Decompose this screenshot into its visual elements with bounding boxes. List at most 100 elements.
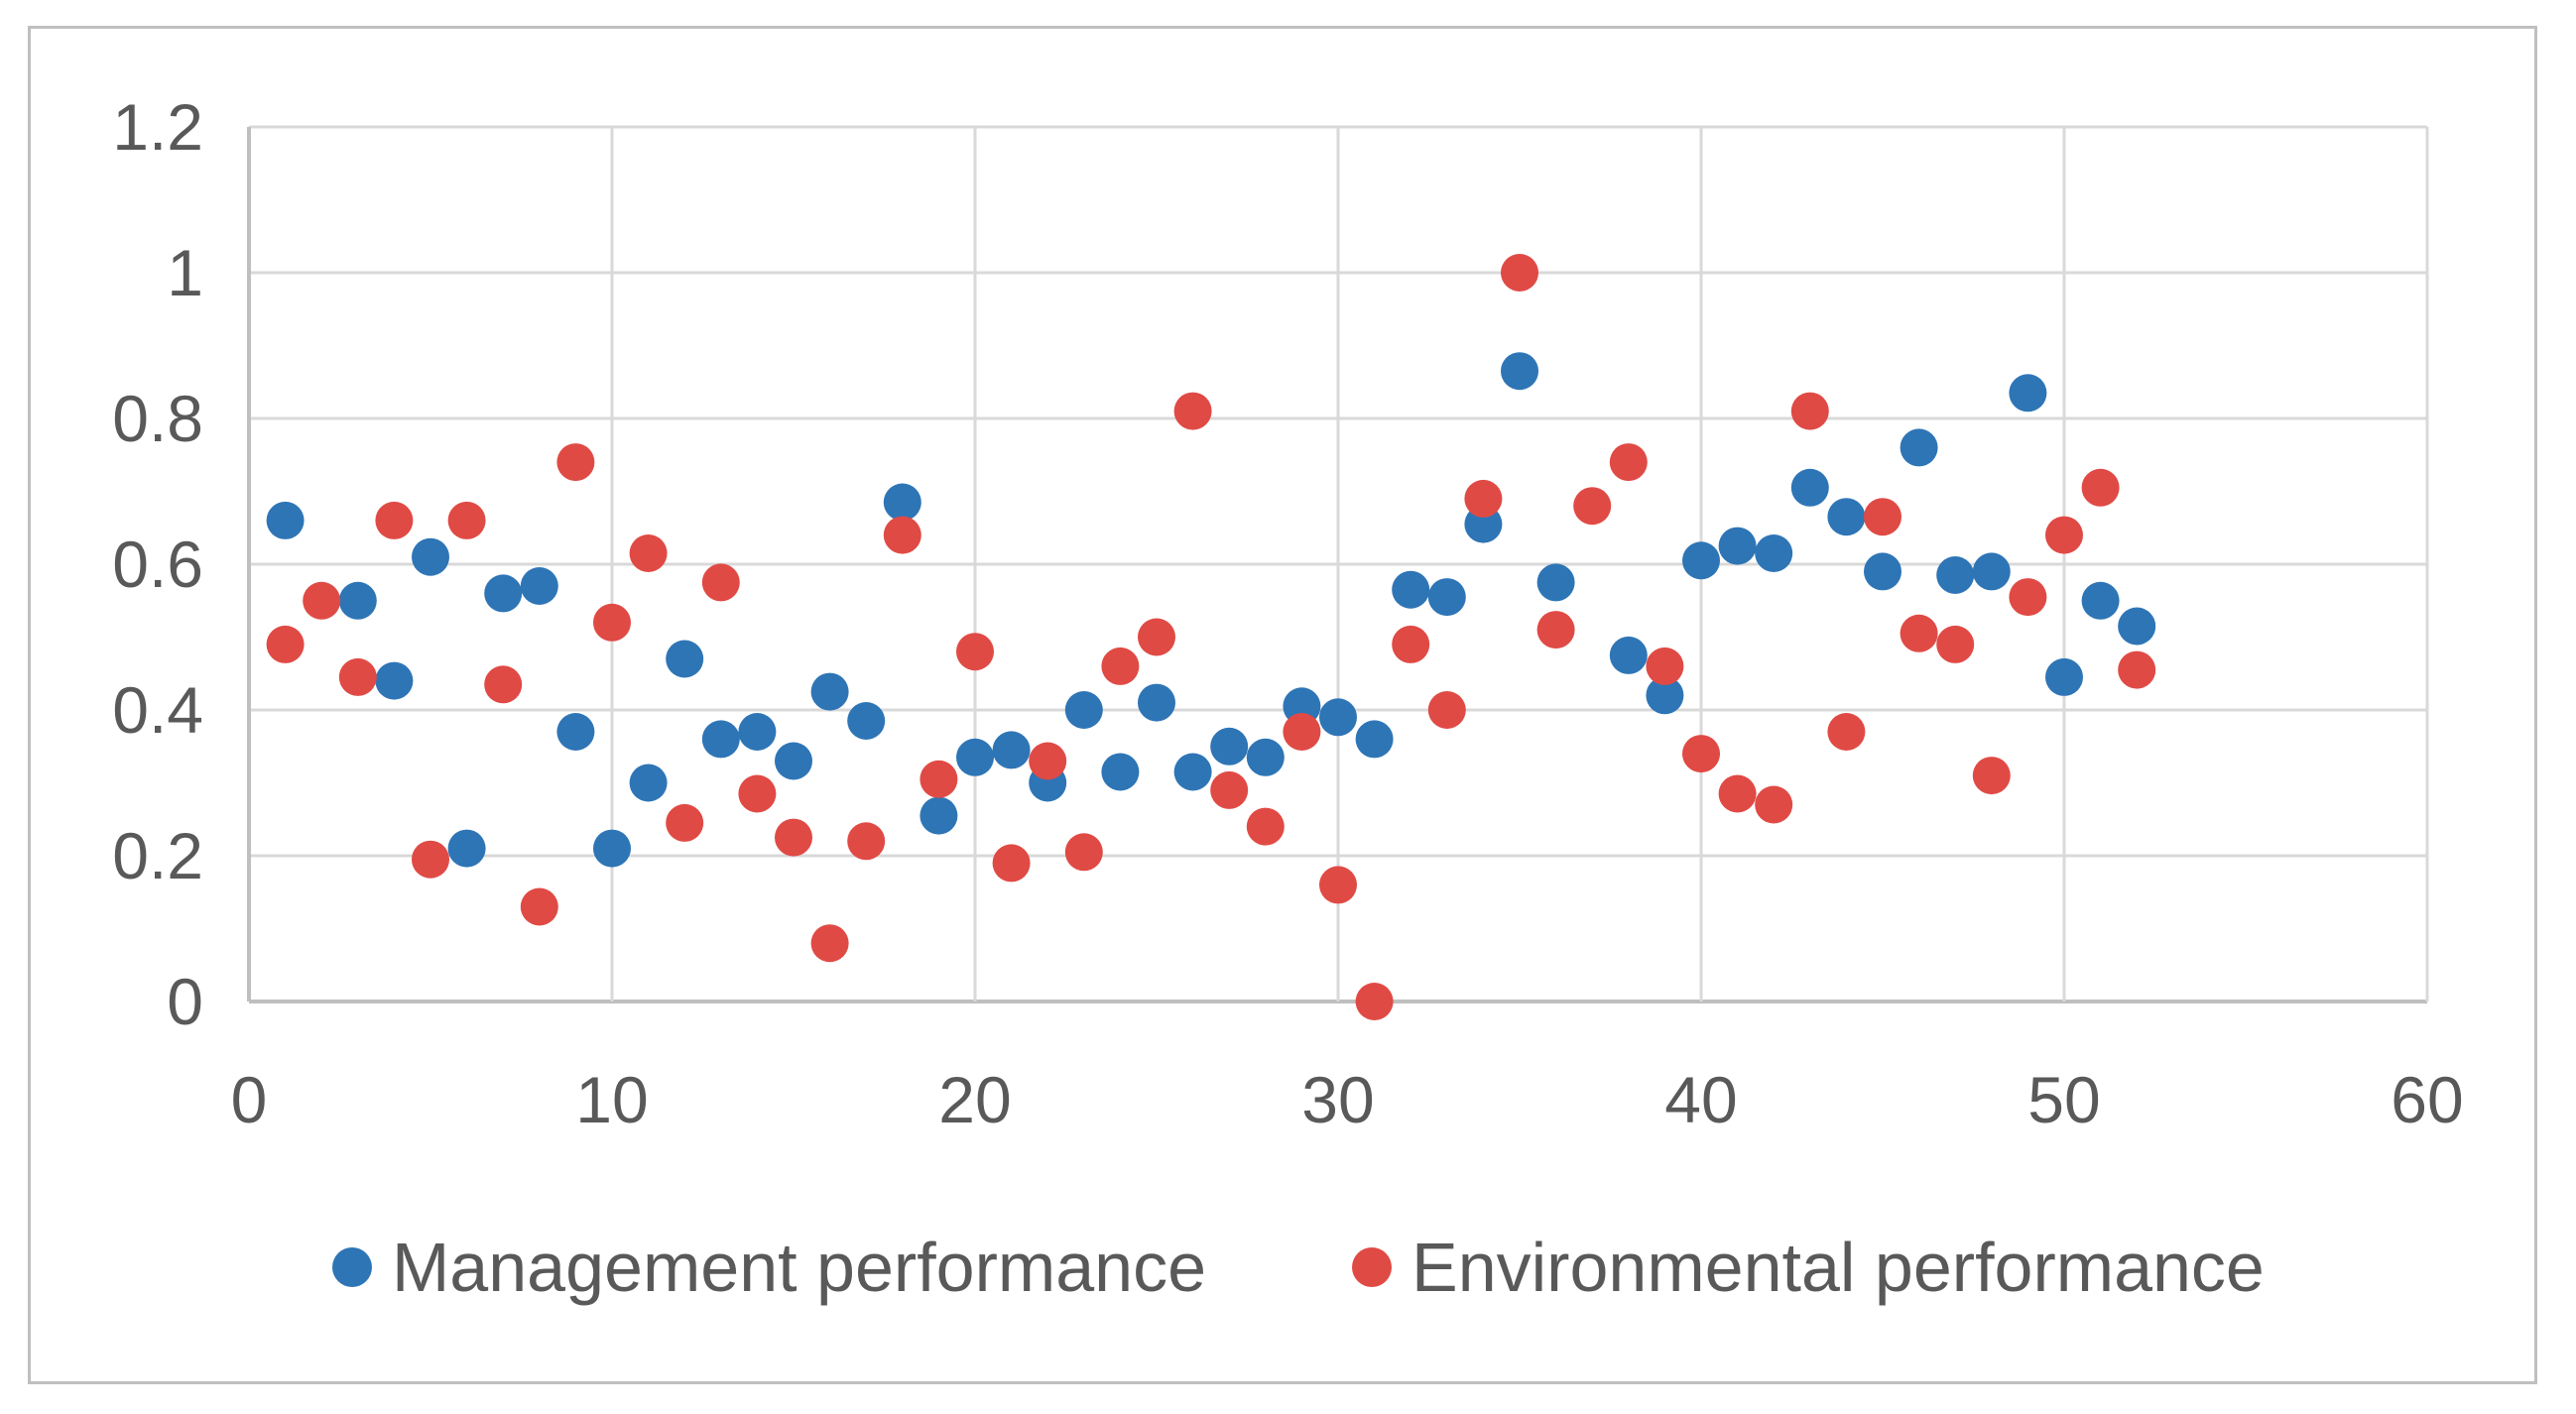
scatter-point-environmental[interactable] [1755,785,1793,824]
scatter-point-management[interactable] [1827,498,1866,536]
scatter-point-environmental[interactable] [883,516,921,554]
scatter-point-environmental[interactable] [1536,611,1575,649]
scatter-point-management[interactable] [847,702,886,740]
scatter-point-management[interactable] [2045,657,2083,696]
scatter-point-management[interactable] [266,501,305,539]
scatter-point-management[interactable] [1972,552,2011,591]
scatter-point-environmental[interactable] [1972,757,2011,795]
scatter-point-environmental[interactable] [1501,254,1538,292]
scatter-point-management[interactable] [1427,578,1466,617]
scatter-point-environmental[interactable] [520,887,558,926]
scatter-point-environmental[interactable] [1355,983,1394,1020]
scatter-point-management[interactable] [1355,720,1394,759]
scatter-point-management[interactable] [1864,552,1901,591]
scatter-point-environmental[interactable] [1283,713,1321,751]
scatter-point-environmental[interactable] [956,633,994,671]
scatter-point-environmental[interactable] [303,581,341,620]
scatter-point-management[interactable] [1682,541,1720,580]
scatter-point-environmental[interactable] [1138,618,1175,656]
scatter-point-environmental[interactable] [1246,807,1285,846]
scatter-point-environmental[interactable] [810,924,849,963]
scatter-point-management[interactable] [1718,527,1757,565]
scatter-point-management[interactable] [701,720,740,759]
scatter-point-environmental[interactable] [920,760,958,798]
scatter-point-management[interactable] [1790,468,1829,507]
scatter-point-environmental[interactable] [1609,443,1648,482]
scatter-point-management[interactable] [1536,563,1575,602]
scatter-point-management[interactable] [1319,698,1357,737]
scatter-point-environmental[interactable] [412,840,449,879]
scatter-point-management[interactable] [629,764,668,802]
scatter-point-environmental[interactable] [266,625,305,663]
scatter-point-environmental[interactable] [1392,625,1430,663]
scatter-point-environmental[interactable] [1464,479,1503,518]
scatter-point-management[interactable] [375,661,414,700]
scatter-point-environmental[interactable] [1427,691,1466,729]
scatter-point-management[interactable] [2081,581,2120,620]
scatter-point-environmental[interactable] [1682,735,1720,773]
scatter-point-environmental[interactable] [1864,498,1901,536]
scatter-point-management[interactable] [920,796,958,835]
scatter-point-management[interactable] [1392,570,1430,609]
scatter-point-management[interactable] [447,829,486,868]
scatter-point-environmental[interactable] [1900,614,1938,652]
scatter-point-environmental[interactable] [1936,625,1975,663]
scatter-point-management[interactable] [1173,753,1212,791]
scatter-point-environmental[interactable] [1101,647,1140,685]
scatter-point-management[interactable] [2118,607,2156,646]
scatter-point-management[interactable] [992,731,1031,769]
scatter-point-environmental[interactable] [1064,833,1103,872]
scatter-point-environmental[interactable] [2118,650,2156,689]
scatter-point-management[interactable] [883,483,921,522]
scatter-point-management[interactable] [1101,753,1140,791]
scatter-point-management[interactable] [1900,428,1938,467]
scatter-point-management[interactable] [1609,636,1648,674]
scatter-point-environmental[interactable] [2045,516,2083,554]
scatter-point-management[interactable] [775,742,812,780]
scatter-point-management[interactable] [1501,352,1538,391]
scatter-point-management[interactable] [738,713,777,751]
scatter-point-environmental[interactable] [1319,866,1357,904]
scatter-point-management[interactable] [1755,534,1793,572]
legend-item-environmental[interactable]: Environmental performance [1352,1226,2265,1309]
scatter-point-management[interactable] [956,738,994,776]
scatter-point-environmental[interactable] [701,563,740,602]
scatter-point-management[interactable] [1646,676,1684,715]
scatter-point-management[interactable] [1210,727,1249,766]
scatter-point-environmental[interactable] [1790,392,1829,430]
scatter-point-environmental[interactable] [1029,742,1067,780]
scatter-point-management[interactable] [1246,738,1285,776]
scatter-point-management[interactable] [556,713,595,751]
scatter-point-management[interactable] [412,537,449,576]
scatter-point-environmental[interactable] [666,803,704,842]
scatter-point-management[interactable] [2009,374,2047,412]
scatter-point-management[interactable] [810,672,849,711]
scatter-point-environmental[interactable] [556,443,595,482]
scatter-point-environmental[interactable] [629,534,668,572]
scatter-point-environmental[interactable] [1827,713,1866,751]
scatter-point-management[interactable] [1064,691,1103,729]
scatter-point-environmental[interactable] [1646,647,1684,685]
scatter-point-environmental[interactable] [847,822,886,861]
scatter-point-environmental[interactable] [1210,770,1249,809]
scatter-point-management[interactable] [593,829,631,868]
scatter-point-management[interactable] [338,581,377,620]
scatter-point-management[interactable] [484,574,523,613]
scatter-point-environmental[interactable] [738,774,777,813]
scatter-point-environmental[interactable] [1573,487,1612,526]
scatter-point-management[interactable] [666,640,704,678]
scatter-point-management[interactable] [520,567,558,605]
legend-item-management[interactable]: Management performance [332,1226,1206,1309]
scatter-point-environmental[interactable] [375,501,414,539]
scatter-point-management[interactable] [1138,683,1175,722]
scatter-point-environmental[interactable] [338,657,377,696]
scatter-point-management[interactable] [1936,556,1975,594]
scatter-point-environmental[interactable] [2009,578,2047,617]
scatter-point-environmental[interactable] [484,665,523,704]
scatter-point-environmental[interactable] [2081,468,2120,507]
scatter-point-environmental[interactable] [1173,392,1212,430]
scatter-point-environmental[interactable] [1718,774,1757,813]
scatter-point-environmental[interactable] [593,603,631,642]
scatter-point-environmental[interactable] [992,844,1031,883]
scatter-point-environmental[interactable] [775,818,812,857]
